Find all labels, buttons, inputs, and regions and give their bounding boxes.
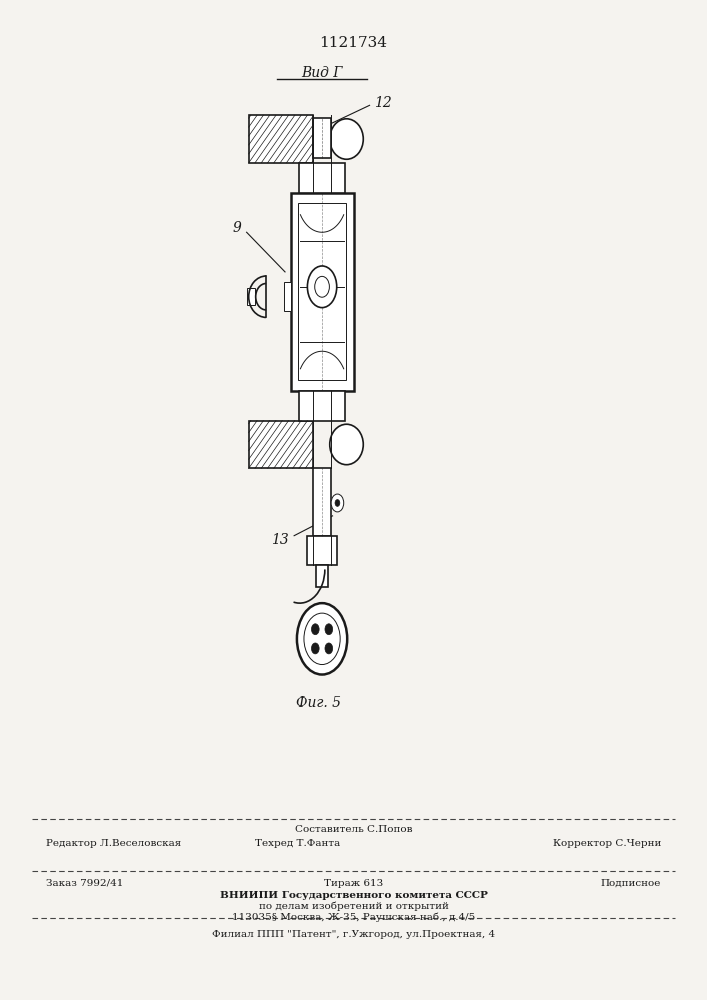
Text: 113035§ Москва, Ж-35, Раушская наб., д.4/5: 113035§ Москва, Ж-35, Раушская наб., д.4… xyxy=(232,913,475,922)
Bar xyxy=(316,565,328,587)
Text: Корректор С.Черни: Корректор С.Черни xyxy=(553,839,661,848)
Text: ВНИИПИ Государственного комитета СССР: ВНИИПИ Государственного комитета СССР xyxy=(220,891,487,900)
Text: 13: 13 xyxy=(271,533,289,547)
Text: Вид Г: Вид Г xyxy=(301,66,343,80)
Bar xyxy=(299,391,345,421)
Text: Филиал ППП "Патент", г.Ужгород, ул.Проектная, 4: Филиал ППП "Патент", г.Ужгород, ул.Проек… xyxy=(212,930,495,939)
Circle shape xyxy=(297,603,347,675)
Text: 12: 12 xyxy=(375,96,392,110)
Circle shape xyxy=(331,494,344,512)
Text: Редактор Л.Веселовская: Редактор Л.Веселовская xyxy=(46,839,181,848)
Text: по делам изобретений и открытий: по делам изобретений и открытий xyxy=(259,902,448,911)
Circle shape xyxy=(308,266,337,308)
Polygon shape xyxy=(249,421,313,468)
Ellipse shape xyxy=(329,424,363,465)
Text: Фиг. 5: Фиг. 5 xyxy=(296,696,341,710)
Text: 9: 9 xyxy=(233,221,242,235)
Bar xyxy=(298,203,346,380)
Text: 1121734: 1121734 xyxy=(320,36,387,50)
Circle shape xyxy=(312,643,319,654)
Text: Техред Т.Фанта: Техред Т.Фанта xyxy=(255,839,340,848)
Bar xyxy=(299,163,345,193)
Bar xyxy=(313,468,331,536)
Circle shape xyxy=(325,624,333,635)
Bar xyxy=(247,288,255,305)
Polygon shape xyxy=(249,115,313,163)
Circle shape xyxy=(335,500,340,506)
Ellipse shape xyxy=(329,119,363,159)
Text: Составитель С.Попов: Составитель С.Попов xyxy=(295,825,412,834)
Bar xyxy=(284,282,291,311)
Bar xyxy=(313,118,331,158)
Bar xyxy=(291,193,354,391)
Text: Заказ 7992/41: Заказ 7992/41 xyxy=(46,879,124,888)
Text: Подписное: Подписное xyxy=(600,879,661,888)
Bar xyxy=(308,536,337,565)
Text: Тираж 613: Тираж 613 xyxy=(324,879,383,888)
Circle shape xyxy=(312,624,319,635)
Circle shape xyxy=(325,643,333,654)
